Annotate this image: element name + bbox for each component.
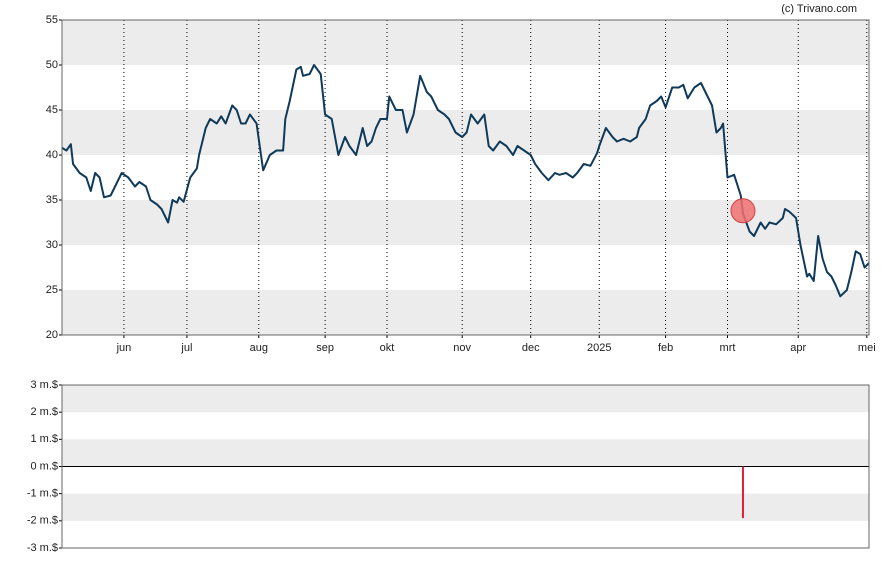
transaction-marker: [730, 198, 756, 224]
y-tick-label: 55: [46, 14, 58, 26]
y-tick-label: 0 m.$: [30, 460, 58, 472]
y-tick-label: 30: [46, 239, 58, 251]
y-tick-label: 50: [46, 59, 58, 71]
band: [62, 493, 869, 521]
y-tick-label: 40: [46, 149, 58, 161]
x-tick-label: nov: [453, 342, 471, 354]
y-tick-label: 1 m.$: [30, 433, 58, 445]
x-tick-label: okt: [380, 342, 395, 354]
bar: [741, 466, 744, 519]
y-tick-label: 45: [46, 104, 58, 116]
y-tick-label: 2 m.$: [30, 406, 58, 418]
y-tick-label: -3 m.$: [27, 542, 58, 554]
price-line: [61, 64, 870, 298]
y-tick-label: 20: [46, 329, 58, 341]
x-tick-label: aug: [250, 342, 268, 354]
x-tick-label: mei: [858, 342, 876, 354]
y-tick-label: 3 m.$: [30, 379, 58, 391]
x-tick-label: sep: [316, 342, 334, 354]
x-tick-label: 2025: [587, 342, 611, 354]
x-tick-label: dec: [522, 342, 540, 354]
x-tick-label: apr: [790, 342, 806, 354]
credit: (c) Trivano.com: [781, 3, 857, 15]
band: [62, 290, 869, 335]
band: [62, 385, 869, 413]
band: [62, 439, 869, 467]
y-tick-label: -1 m.$: [27, 488, 58, 500]
y-tick-label: 35: [46, 194, 58, 206]
y-tick-label: 25: [46, 284, 58, 296]
x-tick-label: feb: [658, 342, 673, 354]
x-tick-label: jun: [116, 342, 132, 354]
plot-frame: [61, 19, 870, 336]
y-tick-label: -2 m.$: [27, 515, 58, 527]
x-tick-label: jul: [180, 342, 192, 354]
plot-frame: [61, 384, 870, 549]
x-tick-label: mrt: [720, 342, 736, 354]
band: [62, 20, 869, 65]
